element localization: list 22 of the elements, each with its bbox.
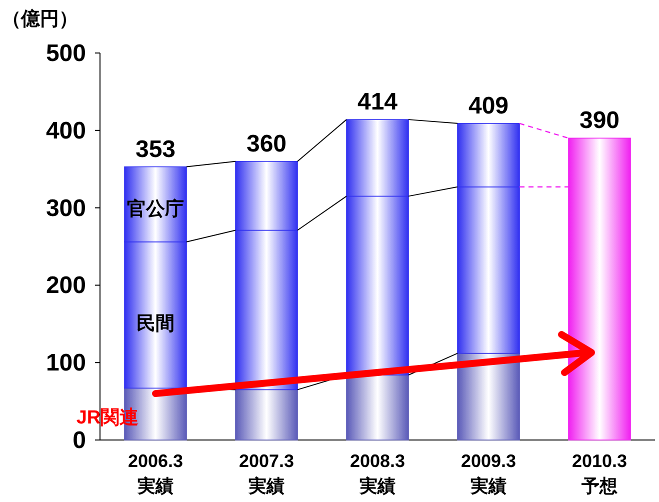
total-label: 353 [135,136,176,163]
y-tick-label: 500 [46,40,86,67]
y-tick-label: 0 [72,427,86,454]
x-tick-label: 2008.3 実績 [350,451,406,496]
series-label: 民間 [136,313,174,334]
y-tick-label: 400 [46,117,86,144]
y-tick-label: 200 [46,272,86,300]
bar [346,374,409,440]
y-tick-label: 100 [46,350,86,377]
y-tick-label: 300 [46,194,86,222]
series-label: 官公庁 [127,198,184,220]
x-tick-label: 2010.3 予想 [572,451,628,496]
x-tick-label: 2006.3 実績 [128,451,184,496]
total-label: 390 [579,107,620,134]
total-label: 414 [357,88,398,116]
x-tick-label: 2007.3 実績 [238,451,294,496]
total-label: 409 [468,92,509,120]
total-label: 360 [246,130,287,158]
x-tick-label: 2009.3 実績 [460,451,516,496]
bar [235,389,298,440]
bar [457,352,520,440]
y-axis-title: （億円） [2,8,78,30]
